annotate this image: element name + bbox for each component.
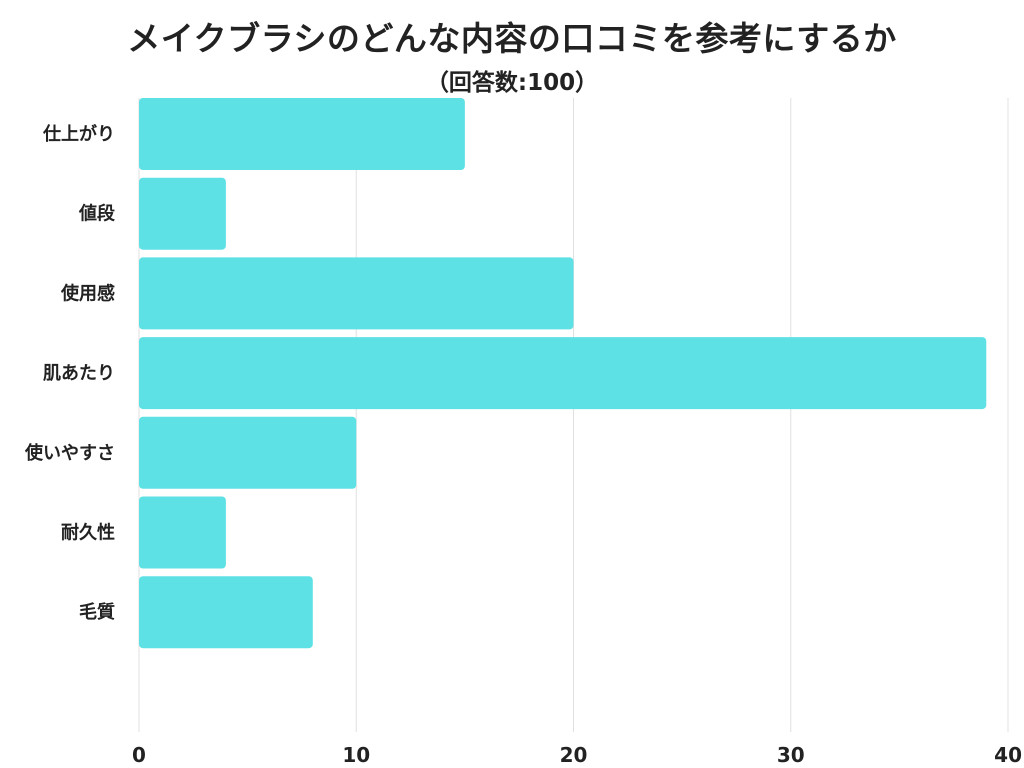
x-axis-tick-labels: 0 10 20 30 40 xyxy=(132,743,1022,767)
bar xyxy=(139,416,357,489)
bars xyxy=(139,98,987,649)
category-label: 肌あたり xyxy=(43,363,115,384)
bar xyxy=(139,98,465,170)
x-tick-label: 20 xyxy=(560,743,588,767)
category-label: 仕上がり xyxy=(42,123,115,145)
x-tick-label: 30 xyxy=(777,743,805,767)
category-label: 耐久性 xyxy=(61,522,115,544)
x-tick-label: 10 xyxy=(342,743,370,767)
chart-title: メイクブラシのどんな内容の口コミを参考にするか xyxy=(127,19,897,58)
x-tick-label: 40 xyxy=(994,743,1022,767)
category-label: 使いやすさ xyxy=(24,443,115,464)
category-label: 値段 xyxy=(78,203,116,225)
bar xyxy=(139,177,226,250)
x-tick-label: 0 xyxy=(132,743,146,767)
bar xyxy=(139,337,987,410)
category-label: 使用感 xyxy=(60,282,115,304)
bar xyxy=(139,576,313,649)
bar xyxy=(139,257,574,330)
bar xyxy=(139,496,226,569)
category-label: 毛質 xyxy=(79,601,115,623)
chart-subtitle: （回答数:100） xyxy=(425,70,599,96)
